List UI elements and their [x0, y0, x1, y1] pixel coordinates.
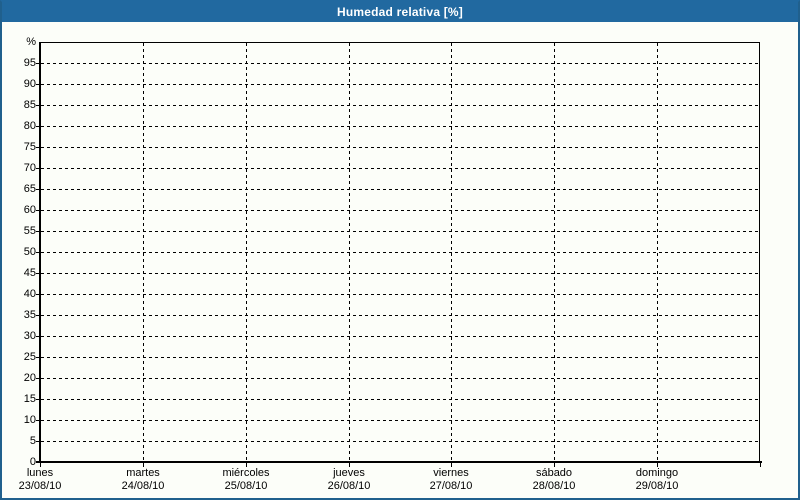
y-axis-label: 0	[29, 456, 36, 468]
day-name: domingo	[635, 467, 679, 479]
x-axis-day-label: domingo 29/08/10	[605, 467, 709, 493]
title-bar: Humedad relativa [%]	[2, 2, 798, 22]
y-axis-label: 5	[29, 435, 36, 447]
day-name: miércoles	[222, 467, 270, 479]
y-axis-label: 30	[23, 330, 36, 342]
day-date: 26/08/10	[327, 480, 371, 492]
day-date: 27/08/10	[429, 480, 473, 492]
y-axis-label: 90	[23, 78, 36, 90]
y-axis-label: 40	[23, 288, 36, 300]
y-axis-label: 10	[23, 414, 36, 426]
day-date: 24/08/10	[121, 480, 165, 492]
y-axis-label: 60	[23, 204, 36, 216]
day-name: viernes	[433, 467, 469, 479]
x-axis-day-label: jueves 26/08/10	[297, 467, 401, 493]
day-name: sábado	[535, 467, 573, 479]
y-axis-label: 85	[23, 99, 36, 111]
y-axis-label: 70	[23, 162, 36, 174]
day-date: 25/08/10	[224, 480, 268, 492]
y-axis-label: 20	[23, 372, 36, 384]
y-axis-label: 75	[23, 141, 36, 153]
x-axis-day-label: sábado 28/08/10	[502, 467, 606, 493]
day-date: 28/08/10	[532, 480, 576, 492]
y-axis-label: 25	[23, 351, 36, 363]
x-axis-day-label: miércoles 25/08/10	[194, 467, 298, 493]
day-name: jueves	[333, 467, 365, 479]
y-axis-label: 95	[23, 57, 36, 69]
day-name: lunes	[26, 467, 54, 479]
x-axis-day-label: martes 24/08/10	[91, 467, 195, 493]
day-date: 23/08/10	[18, 480, 62, 492]
y-axis-label: 65	[23, 183, 36, 195]
day-name: martes	[126, 467, 160, 479]
y-axis-label: 50	[23, 246, 36, 258]
y-axis-label: 35	[23, 309, 36, 321]
y-axis-label: 15	[23, 393, 36, 405]
y-axis-label: 55	[23, 225, 36, 237]
y-axis-label: 45	[23, 267, 36, 279]
x-axis-day-label: viernes 27/08/10	[399, 467, 503, 493]
day-date: 29/08/10	[635, 480, 679, 492]
chart-title: Humedad relativa [%]	[336, 5, 464, 19]
y-axis-label: 80	[23, 120, 36, 132]
x-axis-day-label: lunes 23/08/10	[2, 467, 92, 493]
y-axis-unit-label: %	[26, 36, 36, 48]
